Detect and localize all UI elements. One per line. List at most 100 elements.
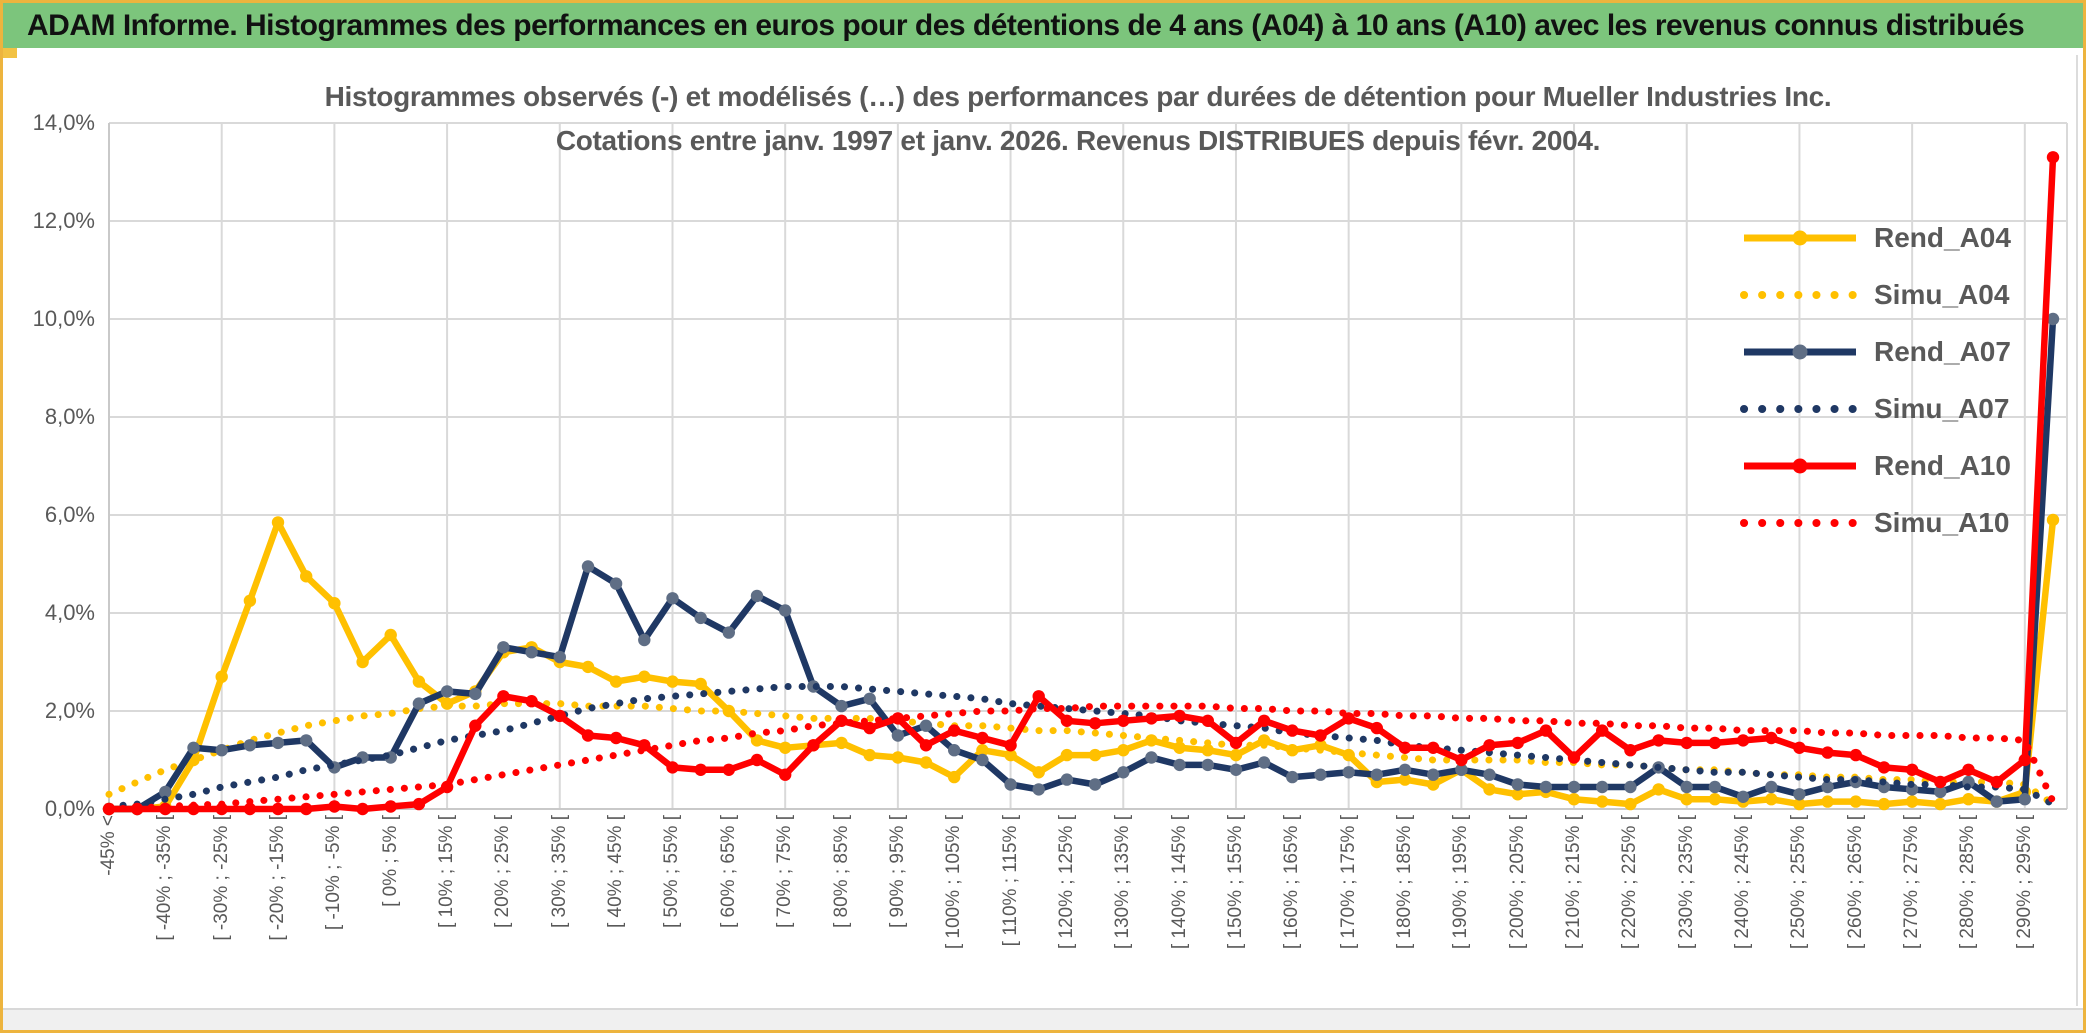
series-Rend_A10-marker — [1708, 736, 1722, 750]
series-Rend_A04-marker — [1117, 744, 1130, 757]
series-Rend_A04-marker — [1567, 793, 1581, 806]
x-axis-label: [ 140% ; 145% [ — [1168, 815, 1190, 950]
series-Rend_A10-marker — [1032, 690, 1045, 703]
chart-plot-area[interactable] — [3, 3, 2086, 1036]
legend-item-Rend_A10[interactable]: Rend_A10 — [1740, 437, 2011, 494]
legend-Simu_A04-line-sample — [1740, 290, 1860, 299]
series-Rend_A04-marker — [891, 751, 905, 764]
series-Rend_A10-marker — [1427, 741, 1440, 754]
series-Rend_A10-marker — [1117, 714, 1130, 727]
x-axis-label: [ 60% ; 65% [ — [717, 815, 739, 929]
legend-label: Rend_A04 — [1874, 221, 2011, 253]
horizontal-scrollbar-track[interactable] — [3, 1008, 2083, 1030]
series-Rend_A07-marker — [1708, 780, 1722, 794]
x-axis-label: [ -10% ; -5% [ — [323, 815, 345, 931]
x-axis-label: [ 110% ; 115% [ — [999, 815, 1021, 947]
series-Rend_A10-marker — [1060, 714, 1074, 727]
series-Rend_A07-marker — [300, 734, 313, 747]
x-axis-label: -45% < — [98, 815, 119, 876]
legend-label: Simu_A10 — [1874, 506, 2010, 538]
series-Rend_A04-line[interactable] — [105, 516, 2057, 813]
series-Rend_A07-marker — [525, 646, 538, 659]
series-Rend_A04-marker — [1905, 795, 1919, 808]
series-Rend_A10-marker — [581, 729, 595, 742]
legend-item-Simu_A04[interactable]: Simu_A04 — [1740, 266, 2011, 323]
series-Rend_A07-marker — [497, 641, 510, 654]
series-Rend_A10-marker — [1004, 739, 1017, 752]
series-Rend_A07-marker — [638, 633, 651, 647]
series-Rend_A07-marker — [1398, 763, 1412, 776]
series-Rend_A10-marker — [412, 797, 426, 811]
series-Rend_A04-marker — [1060, 748, 1074, 762]
series-Rend_A04-marker — [609, 675, 623, 688]
series-Rend_A07-marker — [1201, 758, 1215, 772]
series-Simu_A10-line[interactable] — [105, 702, 2057, 813]
series-Simu_A07-line[interactable] — [105, 683, 2057, 810]
series-Rend_A07-marker — [1455, 763, 1468, 776]
series-Rend_A07-marker — [609, 577, 623, 590]
series-Rend_A07-marker — [722, 626, 735, 639]
series-Rend_A10-marker — [1229, 736, 1243, 750]
series-Rend_A10-marker — [356, 802, 369, 816]
x-axis-label: [ 0% ; 5% [ — [379, 815, 401, 907]
series-Rend_A07-marker — [1539, 780, 1553, 794]
series-Rend_A04-marker — [2046, 513, 2060, 527]
series-Rend_A07-marker — [1032, 783, 1045, 796]
series-Rend_A10-marker — [1539, 724, 1553, 737]
series-Rend_A10-marker — [1877, 761, 1891, 774]
series-Rend_A10-marker — [1596, 724, 1609, 737]
series-Rend_A04-marker — [271, 516, 285, 529]
series-Rend_A10-line[interactable] — [105, 154, 2057, 813]
series-Rend_A10-marker — [609, 731, 623, 745]
series-Rend_A07-marker — [581, 560, 595, 573]
series-Rend_A07-marker — [271, 736, 285, 750]
series-Rend_A10-marker — [779, 768, 792, 781]
series-Rend_A10-marker — [1934, 775, 1947, 789]
series-Rend_A10-marker — [525, 695, 538, 708]
x-axis-label: [ 50% ; 55% [ — [661, 815, 683, 929]
series-Rend_A07-marker — [1427, 768, 1440, 781]
y-axis-label: 8,0% — [44, 404, 95, 429]
series-Rend_A07-marker — [159, 785, 172, 799]
series-Rend_A04-marker — [666, 675, 679, 688]
x-axis-label: [ 290% ; 295% [ — [2013, 815, 2035, 950]
x-axis-label: [ 240% ; 245% [ — [1732, 815, 1754, 950]
series-Rend_A04-marker — [1765, 793, 1778, 806]
series-Rend_A10-marker — [666, 761, 679, 774]
legend-label: Simu_A07 — [1874, 392, 2010, 424]
series-Rend_A04-marker — [1229, 748, 1243, 762]
series-Rend_A10-marker — [1455, 753, 1468, 767]
y-axis-label: 12,0% — [32, 208, 95, 233]
legend-item-Simu_A07[interactable]: Simu_A07 — [1740, 380, 2011, 437]
series-Rend_A07-marker — [666, 592, 679, 605]
series-Rend_A07-marker — [2018, 793, 2032, 806]
series-Rend_A04-marker — [1962, 793, 1975, 806]
series-Rend_A10-marker — [497, 690, 510, 703]
legend-item-Rend_A07[interactable]: Rend_A07 — [1740, 323, 2011, 380]
series-Rend_A07-marker — [779, 604, 792, 617]
x-axis-label: [ 210% ; 215% [ — [1563, 815, 1585, 950]
series-Rend_A10-marker — [1793, 741, 1806, 754]
series-Rend_A04-marker — [948, 770, 961, 784]
series-Rend_A04-marker — [328, 597, 341, 610]
series-Rend_A07-marker — [1511, 778, 1524, 791]
series-Rend_A07-marker — [1257, 756, 1271, 769]
series-Rend_A04-marker — [1934, 797, 1947, 811]
series-Rend_A04-marker — [976, 744, 989, 757]
series-Rend_A07-marker — [1821, 780, 1834, 794]
x-axis-label: [ 90% ; 95% [ — [886, 815, 908, 929]
series-Rend_A04-marker — [581, 660, 595, 674]
series-Rend_A04-marker — [1849, 795, 1863, 808]
series-Rend_A04-marker — [835, 736, 848, 750]
x-axis-label: [ 260% ; 265% [ — [1844, 815, 1866, 950]
legend-item-Simu_A10[interactable]: Simu_A10 — [1740, 494, 2011, 551]
x-axis-label: [ 30% ; 35% [ — [548, 815, 570, 929]
series-Rend_A07-marker — [863, 692, 876, 705]
series-Rend_A07-line[interactable] — [105, 315, 2057, 813]
legend-item-Rend_A04[interactable]: Rend_A04 — [1740, 209, 2011, 266]
x-axis-label: [ 160% ; 165% [ — [1281, 815, 1303, 950]
series-Rend_A10-marker — [1567, 751, 1581, 764]
y-axis-label: 14,0% — [32, 110, 95, 135]
series-Rend_A04-marker — [1652, 783, 1665, 796]
series-Rend_A10-marker — [553, 709, 566, 723]
